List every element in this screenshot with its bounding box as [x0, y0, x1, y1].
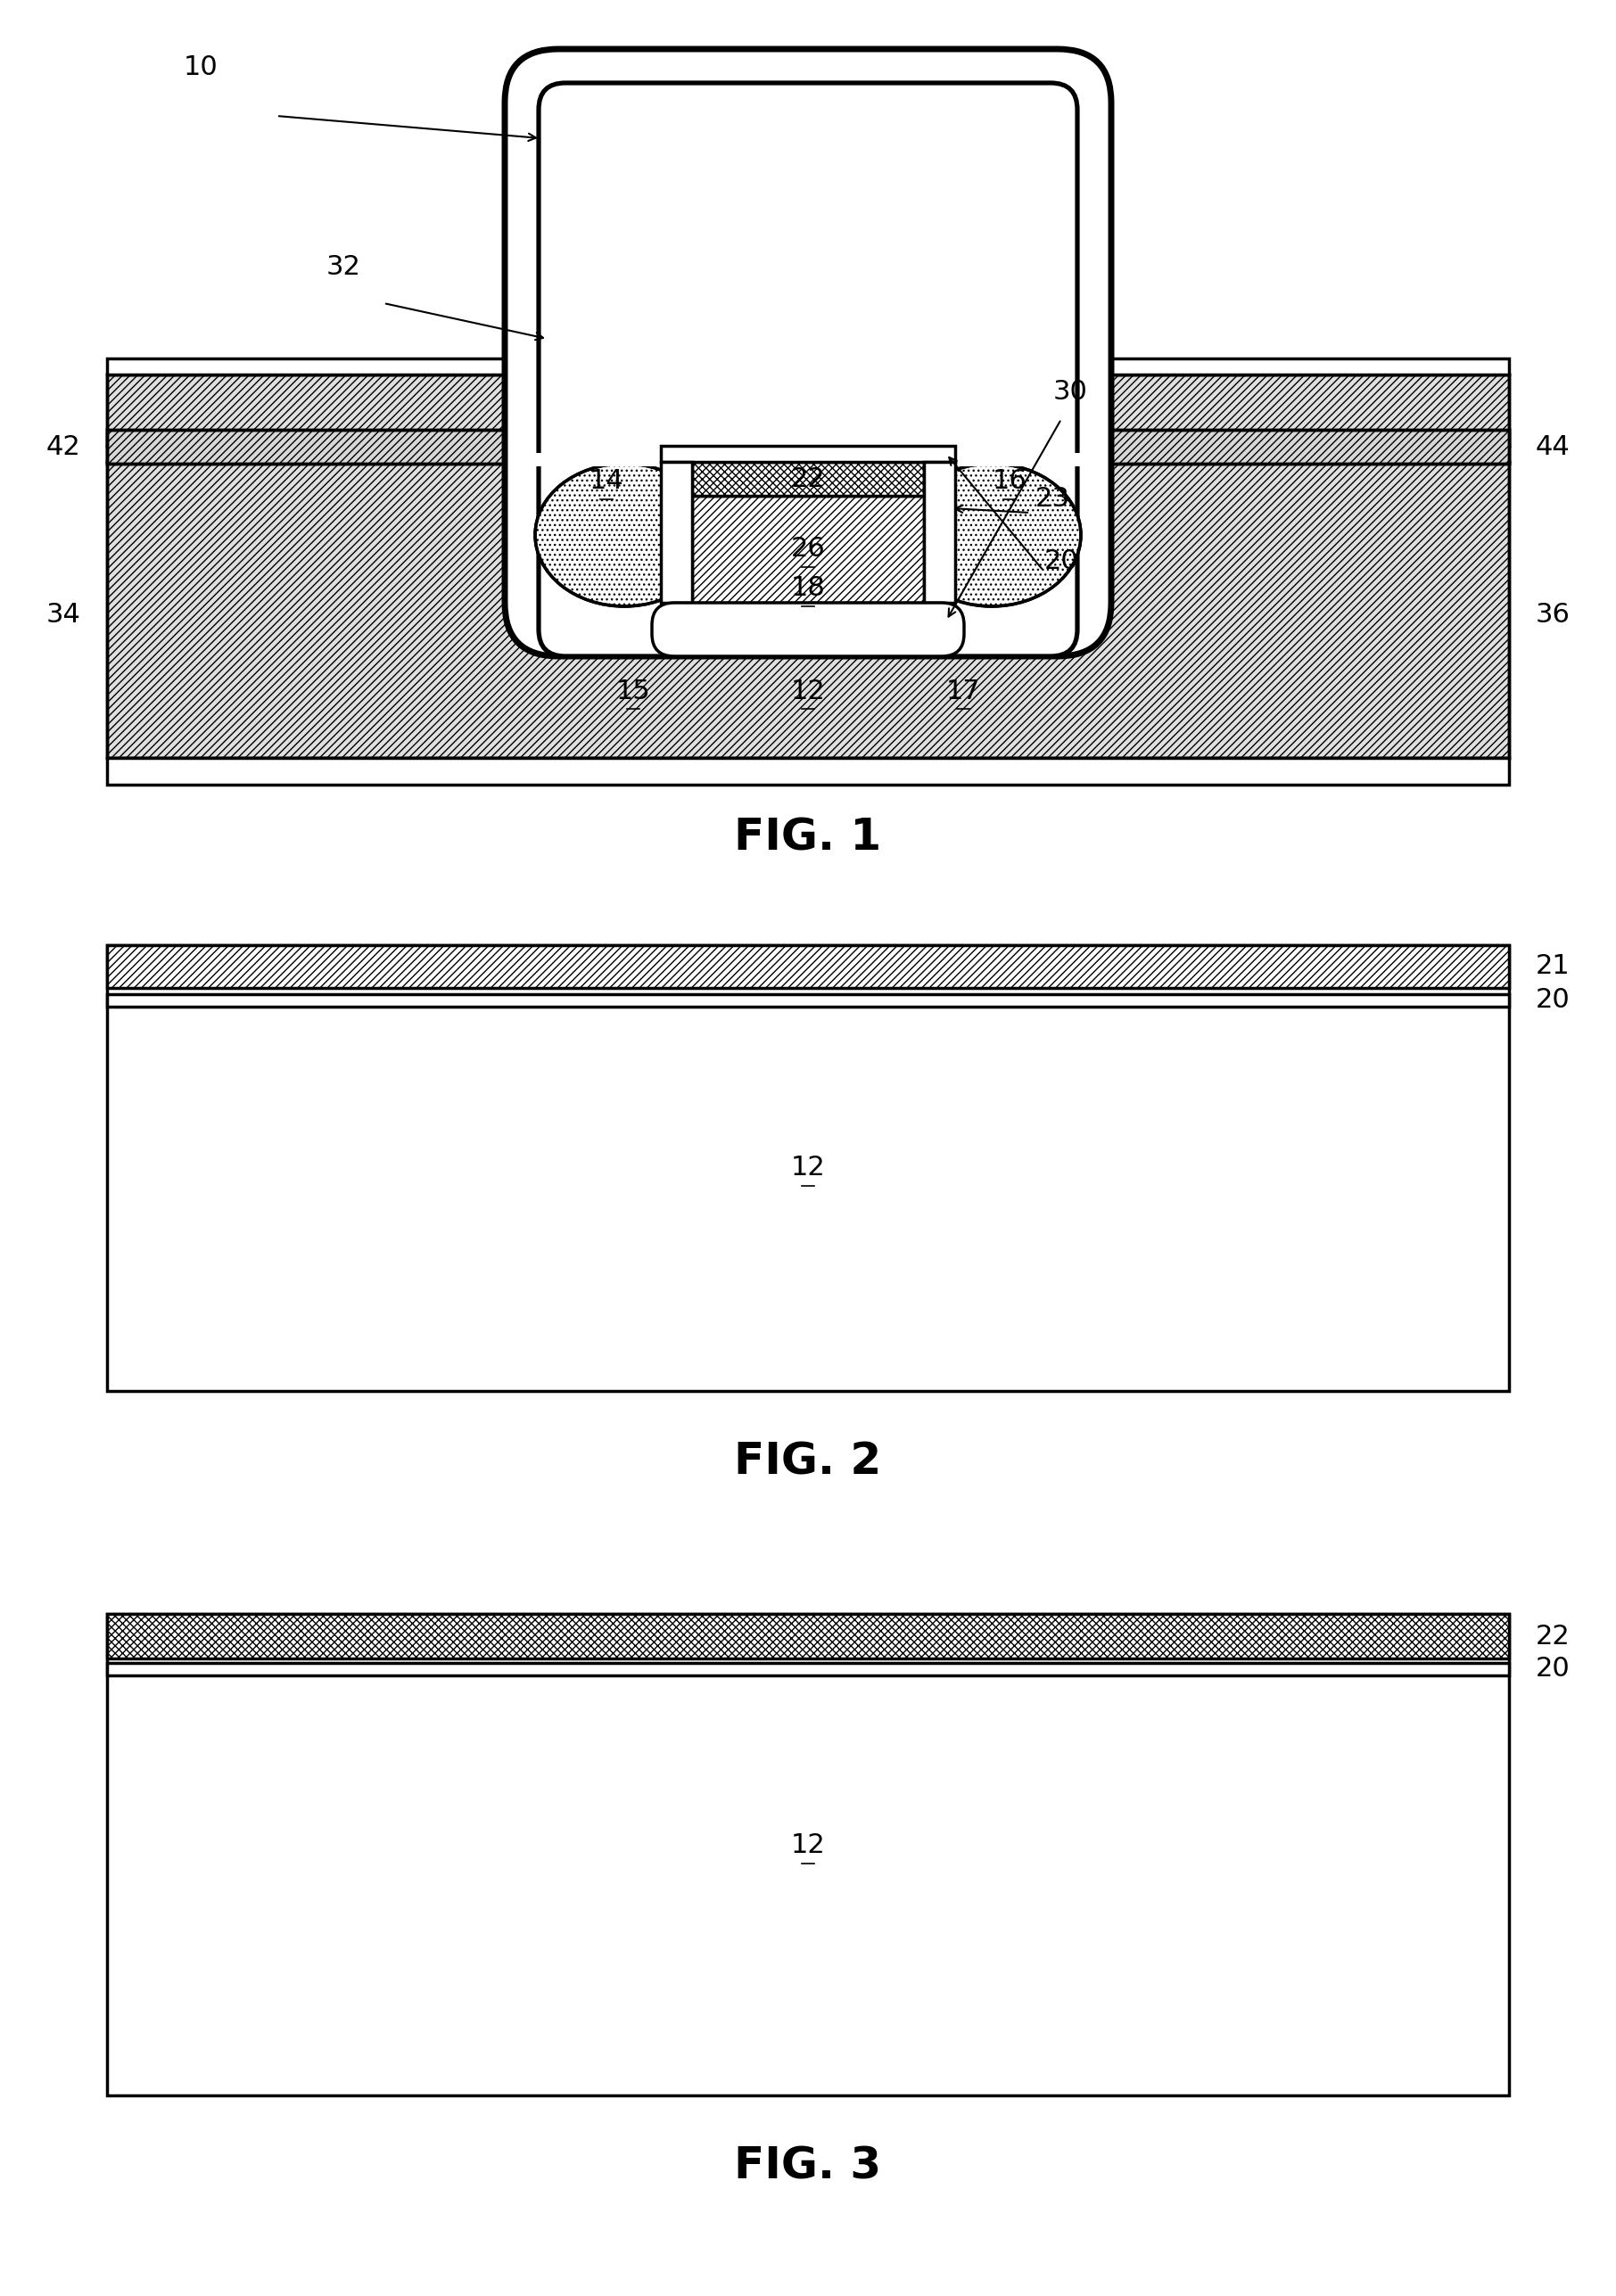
Bar [107, 758, 1509, 785]
Text: 26: 26 [790, 537, 826, 563]
Text: 36: 36 [1535, 602, 1571, 629]
Text: 32: 32 [326, 255, 360, 280]
Bar [107, 429, 1509, 464]
Text: 17: 17 [945, 677, 981, 705]
Text: 22: 22 [1535, 1623, 1571, 1649]
Text: 42: 42 [45, 434, 81, 459]
Bar [1112, 374, 1509, 445]
Text: 34: 34 [45, 602, 81, 629]
Text: 20: 20 [1044, 549, 1078, 574]
Bar [107, 358, 504, 374]
Bar [661, 445, 955, 461]
Bar [530, 452, 718, 466]
Text: 18: 18 [790, 576, 826, 602]
Text: 16: 16 [992, 468, 1026, 494]
Bar [898, 452, 1086, 466]
Bar [107, 946, 1509, 1391]
Bar [692, 461, 924, 496]
Ellipse shape [535, 464, 714, 606]
Bar [107, 1614, 1509, 2096]
Text: 15: 15 [616, 677, 651, 705]
Bar [107, 461, 1509, 758]
Text: 20: 20 [1535, 987, 1571, 1013]
Text: 30: 30 [1054, 379, 1088, 406]
Bar [107, 374, 504, 445]
Text: 12: 12 [790, 677, 826, 705]
Text: FIG. 2: FIG. 2 [734, 1442, 882, 1483]
Bar [107, 1662, 1509, 1676]
Bar [107, 994, 1509, 1006]
Bar [107, 946, 1509, 987]
Bar [661, 461, 692, 604]
Text: 12: 12 [790, 1832, 826, 1860]
Bar [107, 461, 1509, 758]
Text: 14: 14 [590, 468, 624, 494]
Bar [1112, 374, 1509, 445]
Bar [107, 374, 504, 445]
Text: 23: 23 [1034, 487, 1070, 512]
Bar [107, 1614, 1509, 1658]
Bar [1112, 358, 1509, 374]
FancyBboxPatch shape [651, 604, 965, 657]
Text: 22: 22 [790, 466, 826, 491]
Text: 20: 20 [1535, 1655, 1571, 1683]
Bar [924, 461, 955, 604]
Text: 10: 10 [183, 53, 218, 80]
Bar [692, 496, 924, 604]
Ellipse shape [902, 464, 1081, 606]
Text: FIG. 1: FIG. 1 [734, 817, 882, 859]
Bar [107, 445, 1509, 461]
FancyBboxPatch shape [504, 48, 1112, 657]
Text: 21: 21 [1535, 953, 1571, 980]
FancyBboxPatch shape [538, 83, 1078, 657]
Text: 12: 12 [790, 1155, 826, 1180]
Text: FIG. 3: FIG. 3 [734, 2144, 882, 2188]
Text: 44: 44 [1535, 434, 1571, 459]
Bar [107, 429, 1509, 464]
